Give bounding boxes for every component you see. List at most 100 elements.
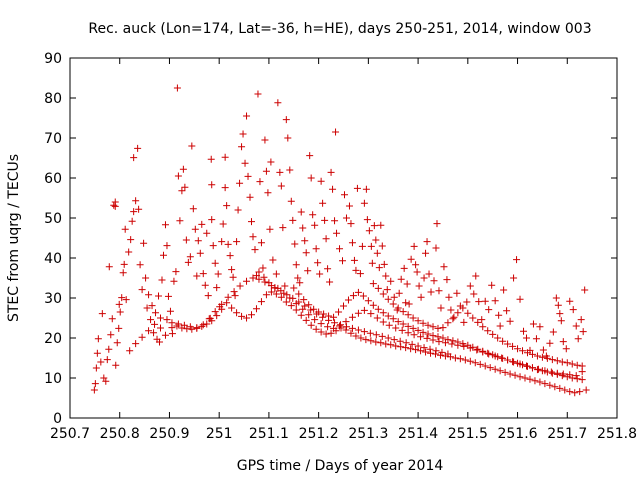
data-point <box>377 339 385 347</box>
data-point <box>345 202 353 210</box>
data-point <box>342 214 350 222</box>
data-point <box>576 388 584 396</box>
data-point <box>267 288 275 296</box>
data-point <box>399 320 407 328</box>
data-point <box>324 323 332 331</box>
data-point <box>373 314 381 322</box>
data-point <box>578 362 586 370</box>
data-point <box>221 184 229 192</box>
data-point <box>287 302 295 310</box>
data-point <box>299 224 307 232</box>
data-point <box>557 317 565 325</box>
data-point <box>473 346 481 354</box>
data-point <box>203 320 211 328</box>
data-point <box>429 332 437 340</box>
data-points <box>90 84 590 397</box>
data-point <box>118 294 126 302</box>
data-point <box>558 372 566 380</box>
data-point <box>264 189 272 197</box>
axis-ticks: 250.7 250.8 250.9 251 251.1 251.2 251.3 251.4 25… <box>44 51 637 442</box>
data-point <box>365 227 373 235</box>
data-point <box>363 216 371 224</box>
data-point <box>382 340 390 348</box>
data-point <box>582 386 590 394</box>
data-point <box>233 309 241 317</box>
data-point <box>319 199 327 207</box>
data-point <box>450 313 458 321</box>
data-point <box>451 354 459 362</box>
data-point <box>394 318 402 326</box>
data-point <box>170 277 178 285</box>
data-point <box>516 373 524 381</box>
data-point <box>111 198 119 206</box>
data-point <box>287 197 295 205</box>
data-point <box>528 364 536 372</box>
data-point <box>378 332 386 340</box>
data-point <box>208 181 216 189</box>
data-point <box>430 277 438 285</box>
data-point <box>115 324 123 332</box>
y-tick-label: 0 <box>53 411 62 427</box>
data-point <box>163 242 171 250</box>
data-point <box>409 314 417 322</box>
data-point <box>238 143 246 151</box>
data-point <box>360 306 368 314</box>
data-point <box>466 357 474 365</box>
data-point <box>484 349 492 357</box>
data-point <box>412 346 420 354</box>
data-point <box>479 323 487 331</box>
data-point <box>459 340 467 348</box>
data-point <box>354 309 362 317</box>
data-point <box>384 312 392 320</box>
data-point <box>426 345 434 353</box>
data-point <box>491 365 499 373</box>
data-point <box>553 370 561 378</box>
data-point <box>119 269 127 277</box>
data-point <box>412 261 420 269</box>
data-point <box>332 128 340 136</box>
data-point <box>306 152 314 160</box>
data-point <box>102 377 110 385</box>
data-point <box>112 361 120 369</box>
data-point <box>521 374 529 382</box>
data-point <box>573 375 581 383</box>
data-point <box>279 224 287 232</box>
data-point <box>271 284 279 292</box>
data-point <box>158 276 166 284</box>
data-point <box>479 347 487 355</box>
data-point <box>432 244 440 252</box>
data-point <box>257 298 265 306</box>
data-point <box>417 333 425 341</box>
data-point <box>543 354 551 362</box>
data-point <box>387 277 395 285</box>
data-point <box>178 187 186 195</box>
data-point <box>282 116 290 124</box>
y-tick-label: 10 <box>44 371 62 387</box>
data-point <box>398 326 406 334</box>
data-point <box>579 328 587 336</box>
data-point <box>348 239 356 247</box>
data-point <box>368 259 376 267</box>
data-point <box>504 340 512 348</box>
data-point <box>249 233 257 241</box>
data-point <box>265 279 273 287</box>
data-point <box>360 199 368 207</box>
data-point <box>164 292 172 300</box>
y-tick-label: 70 <box>44 131 62 147</box>
data-point <box>526 375 534 383</box>
data-point <box>314 259 322 267</box>
data-point <box>377 221 385 229</box>
data-point <box>427 288 435 296</box>
data-point <box>425 270 433 278</box>
data-point <box>438 348 446 356</box>
data-point <box>91 380 99 388</box>
data-point <box>348 313 356 321</box>
x-tick-label: 251.4 <box>398 426 438 442</box>
data-point <box>236 282 244 290</box>
data-point <box>243 314 251 322</box>
data-point <box>464 341 472 349</box>
data-point <box>499 354 507 362</box>
x-tick-label: 251.6 <box>497 426 537 442</box>
data-point <box>471 359 479 367</box>
